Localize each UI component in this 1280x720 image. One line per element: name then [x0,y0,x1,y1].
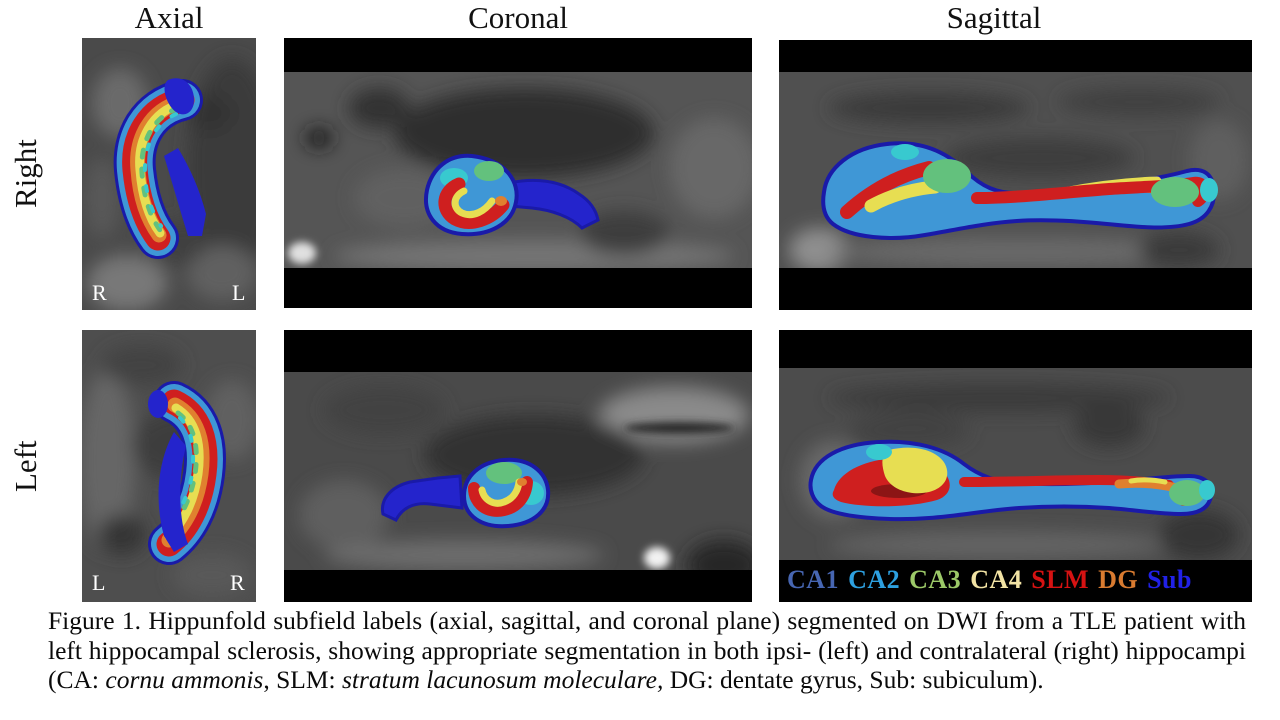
legend-item-ca4: CA4 [970,565,1023,594]
brain-tissue-texture [284,72,752,268]
subiculum-region [148,390,168,418]
caption-segment-italic: stratum lacunosum moleculare, [342,665,664,694]
orientation-marker-r: R [92,280,107,305]
subfield-legend: CA1 CA2 CA3 CA4 SLM DG Sub [787,561,1249,599]
coronal-right-image [284,38,752,308]
caption-segment: DG: dentate gyrus, Sub: subiculum). [663,665,1044,694]
hippocampus-segmentation [424,153,600,237]
legend-item-slm: SLM [1031,565,1090,594]
axial-right-image: R L [82,38,256,310]
orientation-marker-l: L [232,280,245,305]
hippocampus-segmentation [808,439,1215,522]
mri-panel-sagittal-right [779,40,1252,310]
column-title-coronal: Coronal [468,0,568,35]
caption-segment: Figure 1. Hippunfold subfield labels (ax… [48,606,1246,694]
hippocampus-segmentation [821,141,1218,240]
legend-item-ca3: CA3 [909,565,962,594]
hippocampus-segmentation [113,79,203,259]
mri-panel-sagittal-left [779,330,1252,602]
row-label-left: Left [8,440,43,492]
figure-caption: Figure 1. Hippunfold subfield labels (ax… [48,606,1246,695]
hippocampus-segmentation [380,457,551,529]
legend-item-dg: DG [1098,565,1139,594]
column-title-axial: Axial [134,0,204,35]
orientation-marker-r: R [230,570,245,595]
axial-left-image: L R [82,330,256,602]
coronal-left-image [284,330,752,602]
mri-panel-axial-right: R L [82,38,256,310]
legend-item-ca2: CA2 [848,565,901,594]
column-title-sagittal: Sagittal [946,0,1042,35]
mri-panel-coronal-right [284,38,752,308]
caption-segment-italic: cornu ammonis [105,665,264,694]
mri-panel-axial-left: L R [82,330,256,602]
subiculum-tail [164,148,206,236]
sagittal-right-image [779,40,1252,310]
caption-segment: , SLM: [263,665,342,694]
mri-panel-coronal-left [284,330,752,602]
orientation-marker-l: L [92,570,105,595]
row-label-right: Right [8,139,43,209]
legend-item-sub: Sub [1147,565,1192,594]
legend-item-ca1: CA1 [787,565,840,594]
subiculum-region [164,78,194,115]
subiculum-band [158,432,188,552]
sagittal-left-image [779,330,1252,602]
